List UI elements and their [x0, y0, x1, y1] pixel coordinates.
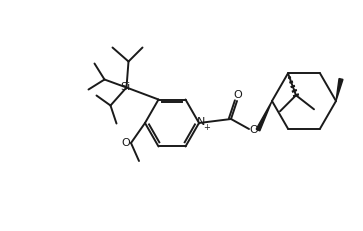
Text: O: O — [122, 138, 130, 148]
Text: +: + — [204, 122, 211, 131]
Text: N: N — [197, 117, 205, 127]
Polygon shape — [336, 79, 343, 101]
Text: O: O — [234, 90, 242, 100]
Text: O: O — [250, 125, 258, 135]
Polygon shape — [256, 101, 272, 131]
Text: Si: Si — [121, 82, 131, 91]
